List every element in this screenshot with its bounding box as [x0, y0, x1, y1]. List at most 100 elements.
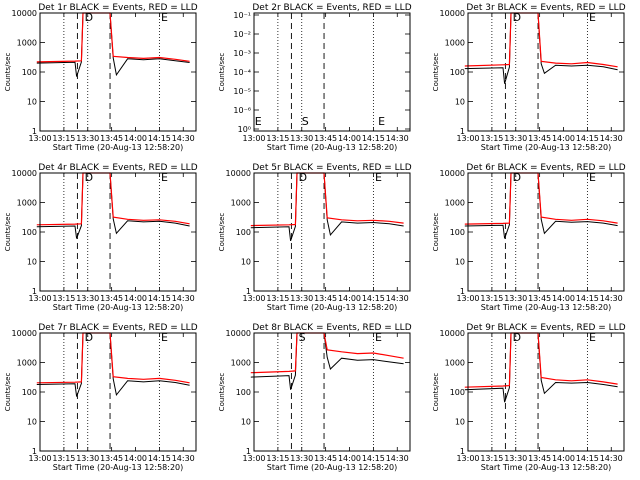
x-tick-label: 13:15: [52, 134, 75, 143]
x-tick-label: 13:00: [242, 134, 265, 143]
lld-series-line: [36, 332, 190, 384]
y-tick-label: 1000: [17, 39, 37, 48]
y-tick-label: 10⁰: [238, 125, 251, 134]
y-tick-label: 1000: [231, 359, 251, 368]
events-series-line: [250, 332, 404, 390]
event-marker-letter: E: [161, 331, 168, 344]
lld-series-line: [36, 12, 190, 63]
x-tick-label: 14:30: [386, 134, 409, 143]
x-tick-label: 13:30: [290, 134, 313, 143]
y-tick-label: 1: [32, 287, 37, 296]
x-tick-label: 14:15: [148, 134, 171, 143]
lld-series-line: [464, 12, 618, 68]
plot-frame: [253, 12, 411, 132]
y-tick-label: 10⁻³: [233, 49, 251, 58]
y-tick-label: 1: [32, 447, 37, 456]
x-tick-label: 14:15: [362, 294, 385, 303]
x-axis-label: Start Time (20-Aug-13 12:58:20): [267, 463, 398, 472]
x-tick-label: 13:00: [28, 454, 51, 463]
y-tick-label: 1000: [445, 39, 465, 48]
y-tick-label: 10⁻⁶: [233, 106, 251, 115]
plot-frame: [39, 332, 197, 452]
event-marker-letter: D: [299, 171, 307, 184]
lld-series-line: [250, 332, 404, 374]
y-tick-label: 1000: [445, 359, 465, 368]
events-series-line: [250, 172, 404, 242]
event-marker-letter: E: [589, 331, 596, 344]
x-tick-label: 14:00: [338, 294, 361, 303]
x-tick-label: 14:15: [148, 294, 171, 303]
x-axis-label: Start Time (20-Aug-13 12:58:20): [53, 303, 184, 312]
events-series-line: [464, 332, 618, 403]
y-tick-label: 10: [241, 258, 251, 267]
y-tick-label: 10000: [12, 329, 37, 338]
x-tick-label: 13:00: [242, 454, 265, 463]
y-axis-label: Counts/sec: [432, 213, 440, 252]
event-marker-letter: D: [513, 11, 521, 24]
y-tick-label: 10⁻⁴: [233, 68, 251, 77]
x-tick-label: 13:15: [266, 134, 289, 143]
y-axis-label: Counts/sec: [432, 53, 440, 92]
panel-title: Det 7r BLACK = Events, RED = LLD: [38, 323, 197, 333]
y-tick-label: 10: [455, 418, 465, 427]
event-marker-letter: D: [85, 171, 93, 184]
y-tick-label: 1: [32, 127, 37, 136]
y-tick-label: 10: [455, 258, 465, 267]
x-tick-label: 14:00: [124, 134, 147, 143]
y-tick-label: 10000: [440, 329, 465, 338]
x-tick-label: 13:00: [28, 134, 51, 143]
x-tick-label: 14:30: [386, 294, 409, 303]
x-tick-label: 13:45: [100, 454, 123, 463]
panel-title: Det 3r BLACK = Events, RED = LLD: [466, 3, 625, 13]
x-tick-label: 13:45: [528, 454, 551, 463]
y-tick-label: 1: [246, 447, 251, 456]
event-marker-letter: D: [513, 171, 521, 184]
events-series-line: [36, 12, 190, 77]
x-tick-label: 13:30: [504, 134, 527, 143]
y-tick-label: 10: [241, 418, 251, 427]
x-tick-label: 14:00: [552, 294, 575, 303]
x-tick-label: 13:30: [76, 134, 99, 143]
panel-title: Det 5r BLACK = Events, RED = LLD: [252, 163, 411, 173]
y-axis-label: Counts/sec: [4, 213, 12, 252]
x-tick-label: 13:15: [266, 454, 289, 463]
x-tick-label: 13:30: [76, 294, 99, 303]
x-axis-label: Start Time (20-Aug-13 12:58:20): [267, 303, 398, 312]
y-tick-label: 1000: [17, 359, 37, 368]
y-tick-label: 10⁻¹: [233, 11, 251, 20]
x-tick-label: 13:45: [100, 294, 123, 303]
x-tick-label: 14:15: [576, 294, 599, 303]
x-tick-label: 13:45: [314, 454, 337, 463]
y-tick-label: 10: [27, 418, 37, 427]
y-tick-label: 100: [22, 388, 37, 397]
y-tick-label: 10000: [12, 169, 37, 178]
x-tick-label: 13:45: [528, 294, 551, 303]
y-axis-label: Counts/sec: [4, 373, 12, 412]
y-tick-label: 10000: [440, 169, 465, 178]
y-tick-label: 100: [450, 228, 465, 237]
x-tick-label: 14:30: [600, 294, 623, 303]
x-tick-label: 14:00: [552, 134, 575, 143]
y-tick-label: 10⁻²: [233, 30, 251, 39]
y-tick-label: 10: [27, 258, 37, 267]
y-axis-label: Counts/sec: [4, 53, 12, 92]
x-tick-label: 13:45: [314, 134, 337, 143]
x-tick-label: 14:30: [600, 134, 623, 143]
event-marker-letter: E: [589, 171, 596, 184]
y-tick-label: 1: [246, 287, 251, 296]
y-tick-label: 100: [22, 68, 37, 77]
x-tick-label: 13:15: [52, 294, 75, 303]
x-tick-label: 13:00: [456, 134, 479, 143]
x-axis-label: Start Time (20-Aug-13 12:58:20): [267, 143, 398, 152]
x-tick-label: 14:15: [576, 134, 599, 143]
y-tick-label: 100: [236, 388, 251, 397]
x-tick-label: 13:00: [456, 454, 479, 463]
event-marker-letter: E: [161, 171, 168, 184]
event-marker-letter: E: [255, 115, 262, 128]
x-tick-label: 13:15: [480, 134, 503, 143]
